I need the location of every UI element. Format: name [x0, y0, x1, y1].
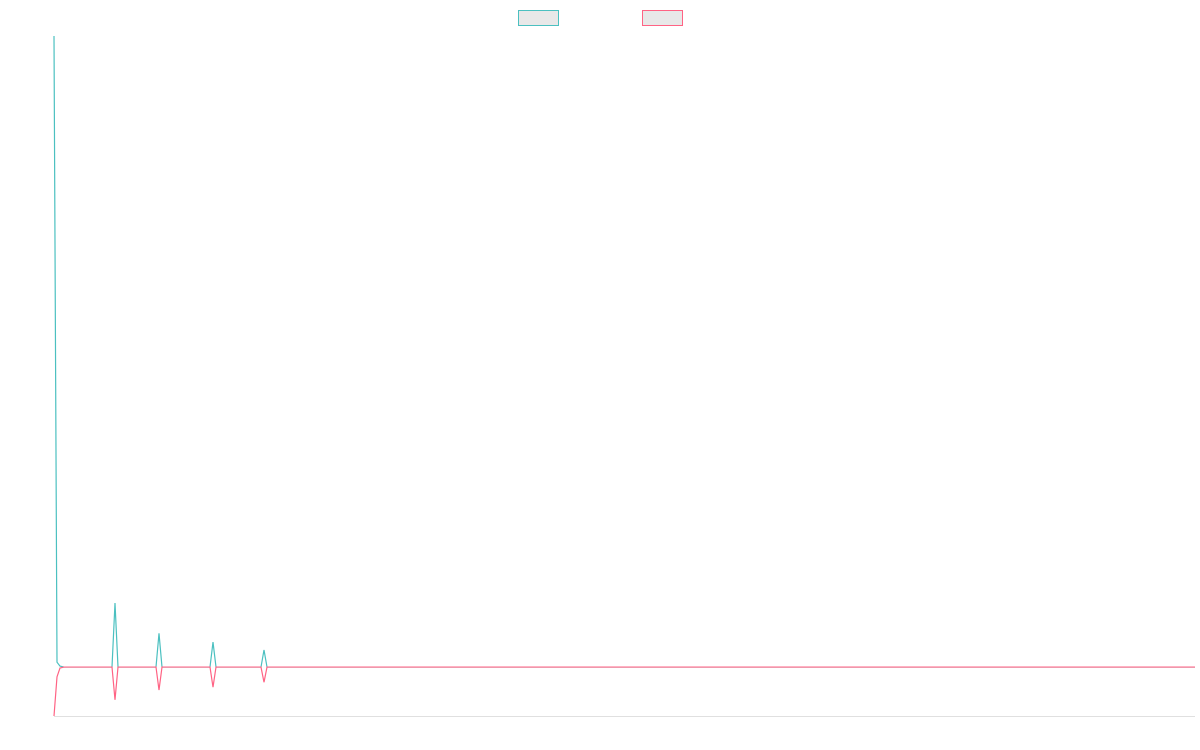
series-line — [53, 35, 1195, 668]
legend-swatch — [642, 10, 683, 26]
legend-swatch — [518, 10, 559, 26]
series-line — [53, 666, 1195, 717]
